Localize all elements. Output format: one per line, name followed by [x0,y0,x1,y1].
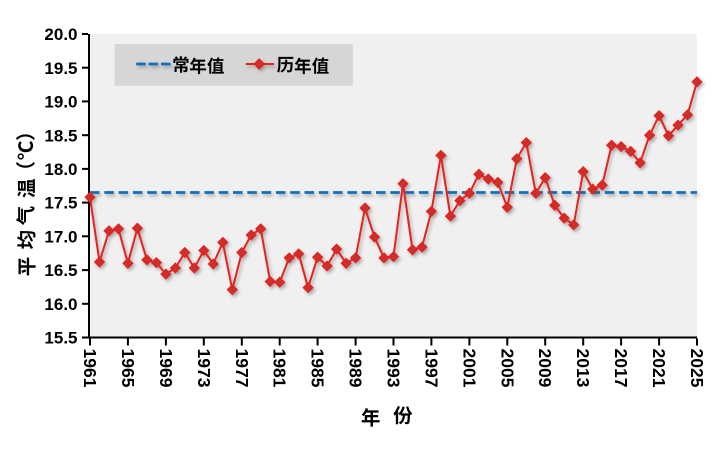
svg-text:2017: 2017 [611,349,631,388]
svg-text:1965: 1965 [118,349,138,388]
svg-text:1969: 1969 [156,349,176,388]
svg-text:20.0: 20.0 [44,25,77,44]
svg-text:1989: 1989 [346,349,366,388]
svg-text:17.5: 17.5 [44,194,77,213]
svg-text:19.5: 19.5 [44,59,77,78]
svg-text:19.0: 19.0 [44,93,77,112]
svg-text:15.5: 15.5 [44,329,77,348]
svg-text:1973: 1973 [194,349,214,388]
svg-text:1981: 1981 [270,349,290,388]
svg-text:18.5: 18.5 [44,126,77,145]
svg-text:1997: 1997 [421,349,441,388]
svg-text:1977: 1977 [232,349,252,388]
svg-text:16.0: 16.0 [44,295,77,314]
svg-text:1985: 1985 [308,349,328,388]
svg-text:16.5: 16.5 [44,261,77,280]
svg-text:1961: 1961 [80,349,100,388]
svg-text:1993: 1993 [384,349,404,388]
svg-text:2021: 2021 [649,349,669,388]
svg-text:18.0: 18.0 [44,160,77,179]
svg-text:2001: 2001 [459,349,479,388]
svg-text:2005: 2005 [497,349,517,388]
svg-text:2025: 2025 [687,349,707,388]
svg-text:2009: 2009 [535,349,555,388]
svg-text:17.0: 17.0 [44,227,77,246]
svg-text:2013: 2013 [573,349,593,388]
